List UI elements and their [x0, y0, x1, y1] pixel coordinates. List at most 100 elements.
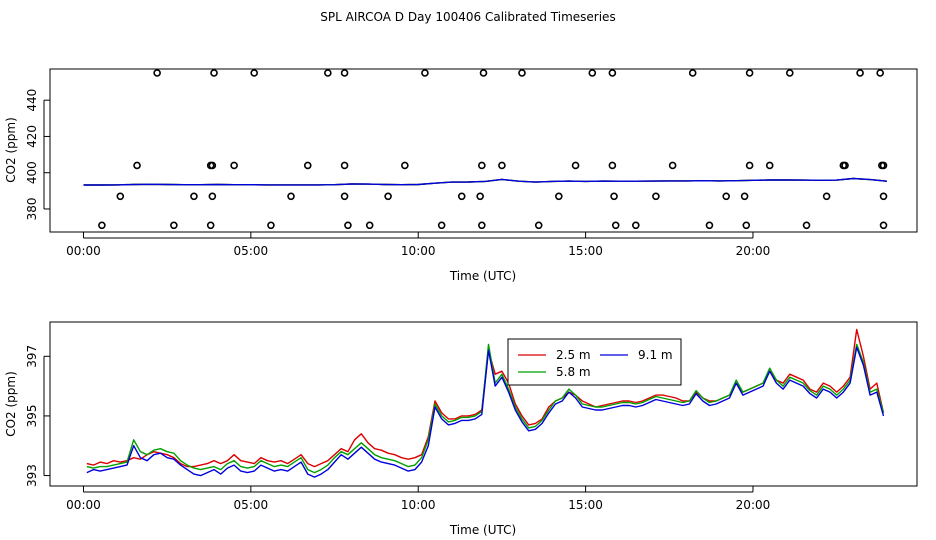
calibration-point: [208, 192, 217, 201]
calibration-point: [498, 161, 506, 170]
calibration-point: [745, 69, 754, 77]
calibration-point: [478, 161, 486, 170]
bottom-x-tick-label: 00:00: [66, 498, 101, 512]
calibration-point: [324, 69, 332, 77]
top-x-tick-label: 10:00: [401, 244, 436, 258]
calibration-point: [841, 161, 849, 170]
calibration-point: [479, 69, 488, 77]
legend-label-5-8m: 5.8 m: [556, 365, 591, 379]
calibration-point: [208, 161, 217, 170]
top-x-axis-label: Time (UTC): [449, 269, 516, 283]
top-x-tick-label: 00:00: [66, 244, 101, 258]
bottom-y-tick-label: 395: [25, 404, 39, 427]
calibration-point: [611, 221, 620, 230]
calibration-point: [476, 192, 484, 201]
bottom-plot-frame: [49, 321, 918, 487]
bottom-y-axis: 393 395 397: [25, 345, 50, 487]
calibration-point: [210, 69, 218, 77]
calibration-point: [267, 221, 275, 230]
calibration-point: [153, 69, 161, 77]
top-plot-frame: [49, 68, 918, 233]
bottom-panel: 00:00 05:00 10:00 15:00 20:00 393 395 397 Time…: [4, 321, 918, 537]
calibration-point: [190, 192, 198, 201]
figure-title: SPL AIRCOA D Day 100406 Calibrated Times…: [320, 10, 615, 24]
calibration-point: [384, 192, 392, 201]
bottom-x-tick-label: 10:00: [401, 498, 436, 512]
calibration-point: [340, 69, 349, 77]
legend: 2.5 m 5.8 m 9.1 m: [507, 338, 682, 386]
calibration-point: [365, 221, 374, 230]
calibration-point: [608, 69, 617, 77]
calibration-point: [98, 221, 106, 230]
calibration-point: [879, 192, 888, 201]
calibration-point: [608, 161, 617, 170]
calibration-point: [722, 192, 730, 201]
bottom-x-tick-label: 15:00: [568, 498, 603, 512]
calibration-point: [705, 221, 714, 230]
top-y-tick-label: 440: [25, 89, 39, 112]
calibration-point: [688, 69, 697, 77]
calibration-point: [879, 221, 888, 230]
top-series-line: [83, 177, 887, 186]
top-y-tick-label: 380: [25, 198, 39, 221]
calibration-point: [879, 161, 888, 170]
calibration-point: [206, 221, 215, 230]
calibration-point: [170, 221, 178, 230]
calibration-point: [437, 221, 446, 230]
top-y-axis: 380 400 420 440: [25, 89, 50, 221]
calibration-point: [588, 69, 597, 77]
calibration-point: [856, 69, 864, 77]
calibration-point: [287, 192, 295, 201]
bottom-y-axis-label: CO2 (ppm): [4, 371, 18, 437]
calibration-point: [340, 192, 349, 201]
calibration-point: [401, 161, 409, 170]
calibration-point: [632, 221, 640, 230]
top-y-tick-label: 400: [25, 161, 39, 184]
calibration-point: [802, 221, 811, 230]
calibration-point: [740, 192, 749, 201]
calibration-point: [668, 161, 677, 170]
legend-box: [507, 338, 682, 386]
series-5-8m-line: [86, 343, 885, 474]
top-x-tick-label: 15:00: [568, 244, 603, 258]
calibration-point: [303, 161, 312, 170]
calibration-point: [534, 221, 543, 230]
bottom-x-tick-label: 20:00: [736, 498, 771, 512]
calibration-point: [478, 221, 486, 230]
calibration-point: [765, 161, 774, 170]
bottom-y-tick-label: 397: [25, 345, 39, 368]
bottom-x-axis-label: Time (UTC): [449, 523, 516, 537]
legend-label-9-1m: 9.1 m: [638, 348, 673, 362]
calibration-point: [822, 192, 831, 201]
calibration-point: [652, 192, 660, 201]
bottom-data-layer: [86, 328, 885, 478]
calibration-point: [785, 69, 794, 77]
calibration-point: [518, 69, 526, 77]
calibration-point: [457, 192, 466, 201]
calibration-point: [876, 69, 884, 77]
series-9-1m-line: [86, 346, 885, 478]
calibration-point: [555, 192, 563, 201]
bottom-x-axis: 00:00 05:00 10:00 15:00 20:00: [66, 486, 770, 512]
calibration-point: [742, 221, 751, 230]
series-2-5m-line: [86, 328, 885, 468]
calibration-point: [340, 161, 349, 170]
calibration-point: [250, 69, 258, 77]
top-panel: 00:00 05:00 10:00 15:00 20:00 380 400 420 440 T…: [4, 68, 918, 283]
calibration-point: [571, 161, 580, 170]
top-y-axis-label: CO2 (ppm): [4, 117, 18, 183]
calibration-point: [610, 192, 618, 201]
calibration-point: [344, 221, 352, 230]
top-x-tick-label: 05:00: [234, 244, 269, 258]
calibration-point: [421, 69, 429, 77]
top-x-axis: 00:00 05:00 10:00 15:00 20:00: [66, 232, 770, 258]
calibration-point: [133, 161, 141, 170]
top-data-layer: [83, 69, 888, 230]
top-x-tick-label: 20:00: [736, 244, 771, 258]
calibration-point: [745, 161, 754, 170]
calibration-point: [116, 192, 125, 201]
top-y-tick-label: 420: [25, 125, 39, 148]
calibration-point: [230, 161, 238, 170]
bottom-x-tick-label: 05:00: [234, 498, 269, 512]
